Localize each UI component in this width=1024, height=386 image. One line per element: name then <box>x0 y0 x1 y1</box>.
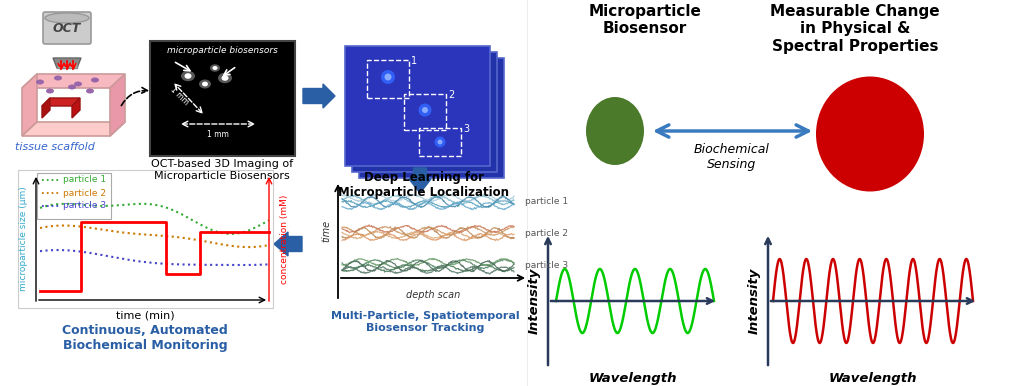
Ellipse shape <box>437 139 442 144</box>
Text: Deep Learning for
Microparticle Localization: Deep Learning for Microparticle Localiza… <box>339 171 510 199</box>
Ellipse shape <box>384 73 391 81</box>
Text: Wavelength: Wavelength <box>589 372 677 385</box>
Polygon shape <box>53 58 81 68</box>
Ellipse shape <box>199 80 211 88</box>
Text: tissue scaffold: tissue scaffold <box>15 142 95 152</box>
Text: OCT-based 3D Imaging of
Microparticle Biosensors: OCT-based 3D Imaging of Microparticle Bi… <box>151 159 293 181</box>
Text: microparticle biosensors: microparticle biosensors <box>167 46 278 55</box>
Text: particle 3: particle 3 <box>63 201 106 210</box>
Ellipse shape <box>45 13 89 23</box>
Text: time: time <box>321 220 331 242</box>
FancyBboxPatch shape <box>150 41 295 156</box>
Ellipse shape <box>36 80 44 85</box>
Ellipse shape <box>46 88 54 93</box>
FancyArrow shape <box>409 168 431 193</box>
Text: depth scan: depth scan <box>406 290 460 300</box>
Ellipse shape <box>210 64 220 72</box>
FancyArrow shape <box>274 232 302 256</box>
Text: particle 2: particle 2 <box>525 229 568 237</box>
Ellipse shape <box>184 73 191 79</box>
Polygon shape <box>22 74 125 88</box>
Text: 1 mm: 1 mm <box>169 85 190 107</box>
Ellipse shape <box>181 71 195 81</box>
Text: 1: 1 <box>411 56 417 66</box>
Text: Microparticle
Biosensor: Microparticle Biosensor <box>589 4 701 36</box>
Text: Wavelength: Wavelength <box>828 372 918 385</box>
Text: particle 1: particle 1 <box>525 196 568 205</box>
Text: particle 3: particle 3 <box>525 261 568 271</box>
Text: Biochemical
Sensing: Biochemical Sensing <box>694 143 770 171</box>
Polygon shape <box>22 122 125 136</box>
Ellipse shape <box>586 97 644 165</box>
Text: Continuous, Automated
Biochemical Monitoring: Continuous, Automated Biochemical Monito… <box>62 324 228 352</box>
Text: Intensity: Intensity <box>527 268 541 334</box>
Text: particle 2: particle 2 <box>63 188 106 198</box>
Text: time (min): time (min) <box>116 310 174 320</box>
Ellipse shape <box>202 81 208 86</box>
Ellipse shape <box>381 70 395 84</box>
FancyBboxPatch shape <box>43 12 91 44</box>
Ellipse shape <box>422 107 428 113</box>
Text: Intensity: Intensity <box>748 268 761 334</box>
Text: Multi-Particle, Spatiotemporal
Biosensor Tracking: Multi-Particle, Spatiotemporal Biosensor… <box>331 311 519 333</box>
Ellipse shape <box>91 78 99 83</box>
Ellipse shape <box>419 103 431 117</box>
Ellipse shape <box>86 88 94 93</box>
Ellipse shape <box>221 75 228 81</box>
Polygon shape <box>72 98 80 118</box>
Polygon shape <box>110 74 125 136</box>
Ellipse shape <box>74 81 82 86</box>
Text: particle 1: particle 1 <box>63 176 106 185</box>
Text: 2: 2 <box>449 90 455 100</box>
Ellipse shape <box>218 73 232 83</box>
FancyBboxPatch shape <box>57 62 77 68</box>
Text: Measurable Change
in Physical &
Spectral Properties: Measurable Change in Physical & Spectral… <box>770 4 940 54</box>
Text: microparticle size (μm): microparticle size (μm) <box>19 186 29 291</box>
Polygon shape <box>42 98 50 118</box>
Ellipse shape <box>68 85 76 90</box>
Ellipse shape <box>816 76 924 191</box>
Text: 1 mm: 1 mm <box>207 130 229 139</box>
FancyBboxPatch shape <box>37 173 111 219</box>
Text: 3: 3 <box>463 124 469 134</box>
Ellipse shape <box>54 76 62 81</box>
FancyBboxPatch shape <box>345 46 490 166</box>
Text: concentration (mM): concentration (mM) <box>281 194 290 284</box>
FancyBboxPatch shape <box>359 58 504 178</box>
FancyBboxPatch shape <box>352 52 497 172</box>
Polygon shape <box>42 98 80 106</box>
FancyBboxPatch shape <box>18 170 273 308</box>
Text: OCT: OCT <box>53 22 81 36</box>
FancyArrow shape <box>303 84 335 108</box>
Polygon shape <box>22 74 37 136</box>
Ellipse shape <box>213 66 217 70</box>
Ellipse shape <box>434 137 445 147</box>
